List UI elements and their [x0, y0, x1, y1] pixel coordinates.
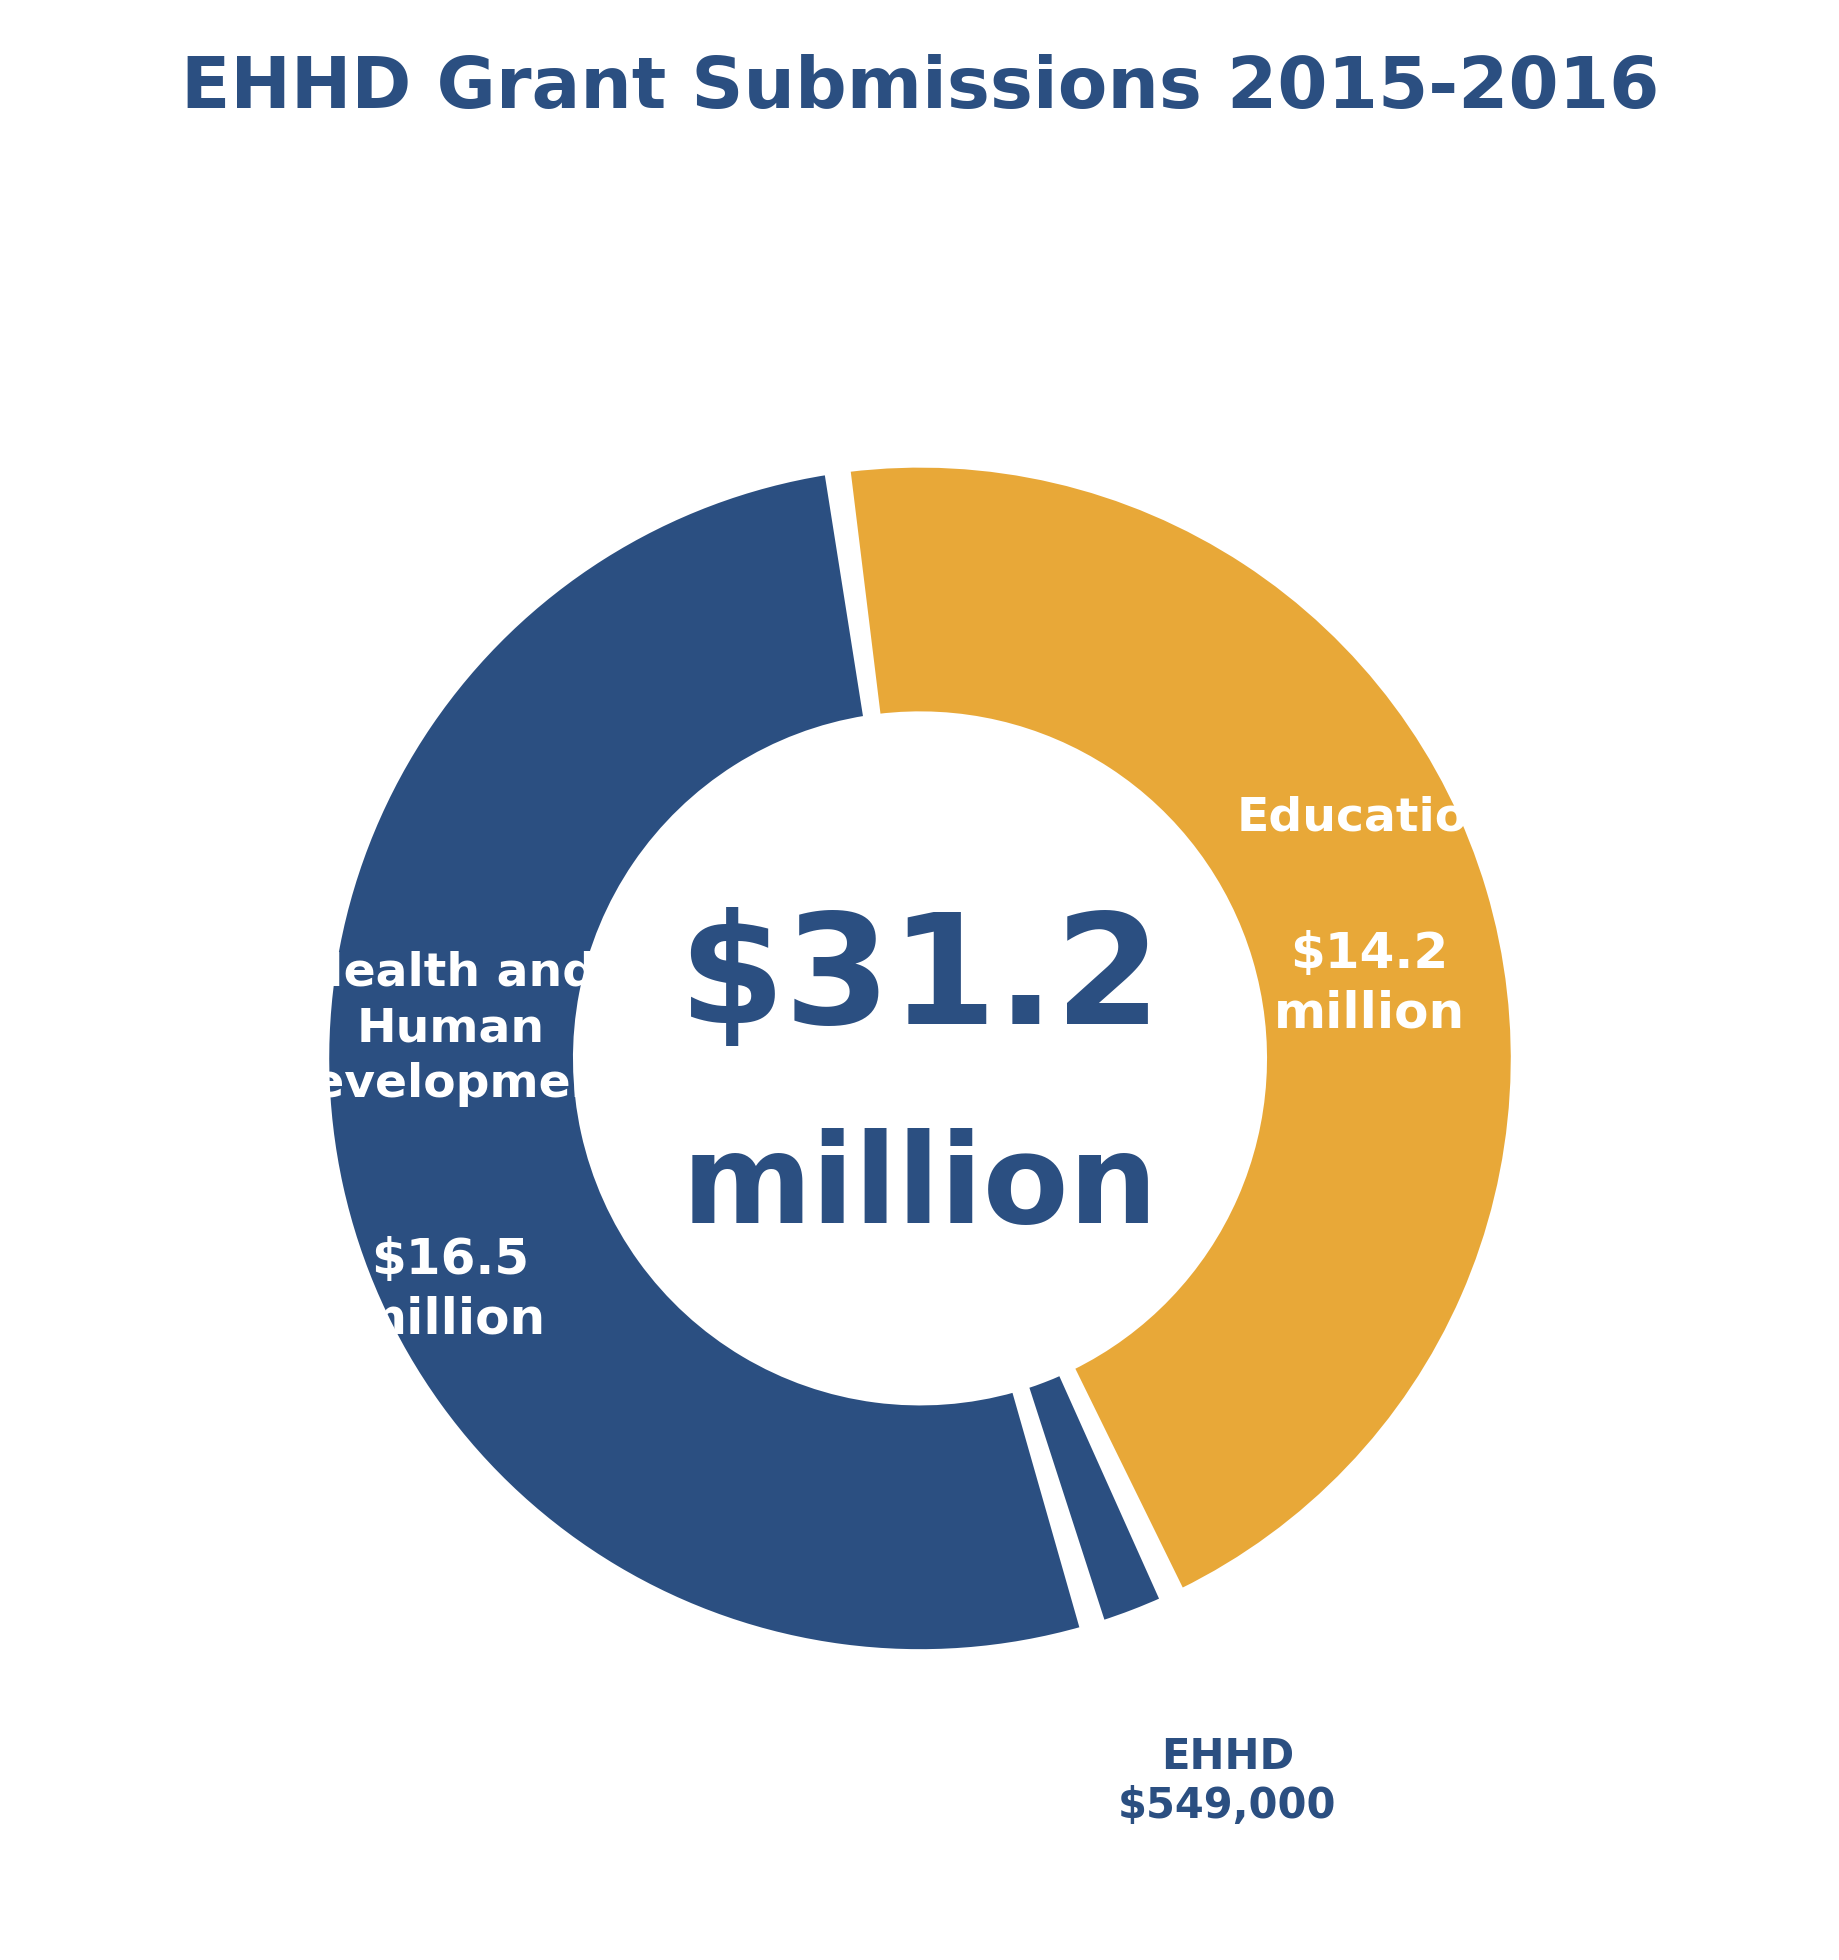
Wedge shape — [1026, 1372, 1162, 1623]
Text: EHHD Grant Submissions 2015-2016: EHHD Grant Submissions 2015-2016 — [180, 53, 1659, 123]
Text: $14.2
million: $14.2 million — [1273, 931, 1464, 1037]
Text: $16.5
million: $16.5 million — [355, 1237, 546, 1345]
Circle shape — [576, 713, 1263, 1403]
Text: Health and
Human
Development: Health and Human Development — [274, 951, 627, 1107]
Text: $31.2: $31.2 — [679, 907, 1160, 1056]
Text: EHHD
$549,000: EHHD $549,000 — [1118, 1737, 1335, 1827]
Text: Education: Education — [1236, 796, 1501, 841]
Wedge shape — [848, 465, 1513, 1592]
Wedge shape — [326, 472, 1081, 1652]
Text: million: million — [680, 1129, 1159, 1249]
